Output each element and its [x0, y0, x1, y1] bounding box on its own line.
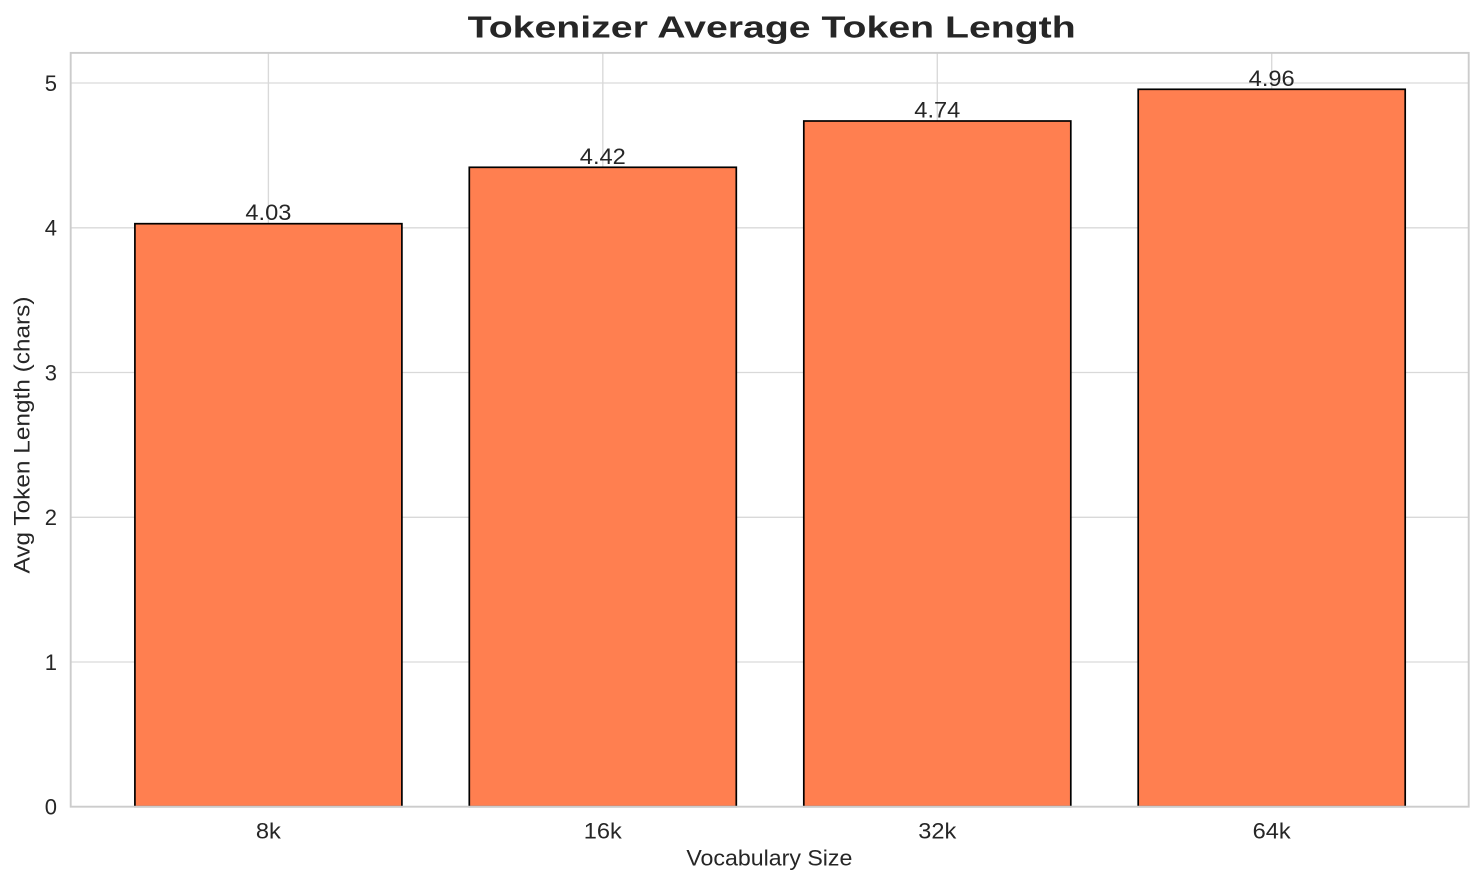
svg-text:4.03: 4.03 — [245, 200, 291, 225]
svg-text:8k: 8k — [256, 818, 282, 843]
svg-text:32k: 32k — [918, 818, 957, 843]
svg-text:3: 3 — [45, 360, 57, 385]
svg-text:16k: 16k — [584, 818, 623, 843]
svg-text:4: 4 — [45, 216, 57, 241]
svg-text:0: 0 — [45, 795, 57, 820]
svg-text:4.74: 4.74 — [914, 98, 960, 123]
svg-text:Vocabulary Size: Vocabulary Size — [686, 846, 852, 871]
svg-text:Avg Token Length (chars): Avg Token Length (chars) — [10, 297, 35, 574]
svg-text:4.96: 4.96 — [1249, 66, 1295, 91]
svg-text:Tokenizer Average Token Length: Tokenizer Average Token Length — [468, 9, 1076, 44]
svg-text:5: 5 — [45, 71, 57, 96]
svg-text:64k: 64k — [1253, 818, 1292, 843]
svg-text:1: 1 — [45, 650, 57, 675]
svg-text:2: 2 — [45, 505, 57, 530]
svg-text:4.42: 4.42 — [580, 144, 626, 169]
